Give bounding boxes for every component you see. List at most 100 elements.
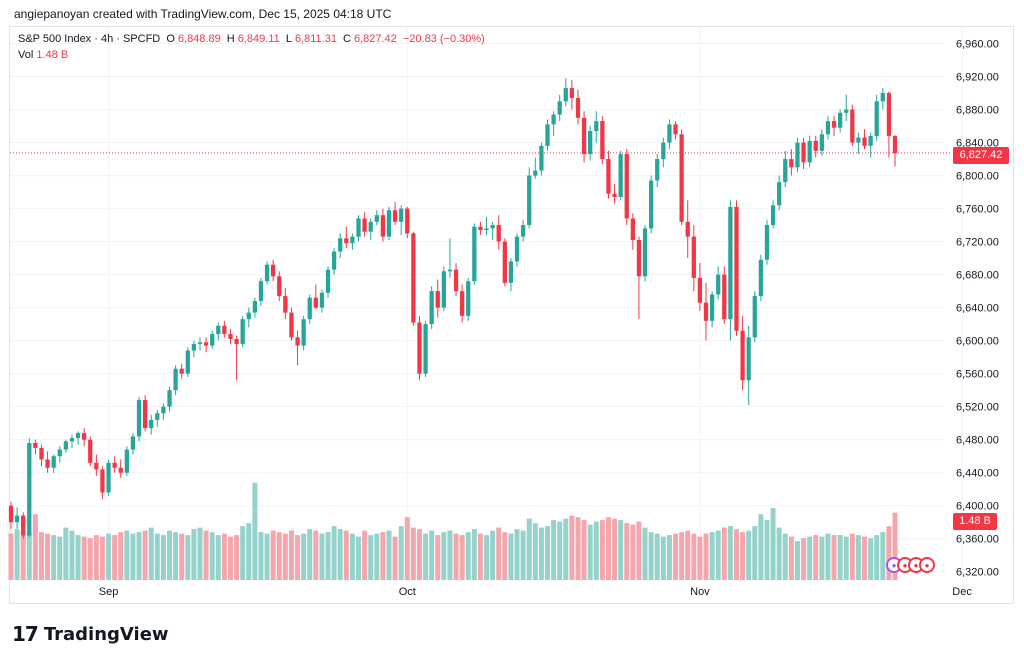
candle-body xyxy=(45,459,50,468)
candle-body xyxy=(508,261,514,283)
candle-body xyxy=(411,233,416,323)
candle-body xyxy=(161,406,166,414)
volume-bar xyxy=(618,520,624,580)
candle-body xyxy=(764,225,770,260)
candle-body xyxy=(655,159,660,181)
volume-bar xyxy=(167,530,173,580)
volume-bar xyxy=(221,533,227,580)
y-tick-label: 6,840.00 xyxy=(956,138,999,150)
candle-body xyxy=(8,505,14,523)
volume-bar xyxy=(636,521,642,580)
candle-body xyxy=(325,269,331,293)
symbol-name[interactable]: S&P 500 Index · 4h · SPCFD xyxy=(18,33,161,45)
candle-body xyxy=(478,226,483,231)
volume-bar xyxy=(819,536,825,580)
y-tick-label: 6,400.00 xyxy=(956,501,999,513)
volume-bar xyxy=(709,532,715,580)
candle-body xyxy=(344,238,349,244)
volume-bar xyxy=(862,536,868,580)
volume-bar xyxy=(496,527,502,580)
x-tick-label: Sep xyxy=(99,586,119,598)
volume-bar xyxy=(374,533,380,580)
volume-bar xyxy=(295,535,301,580)
volume-bar xyxy=(630,524,636,580)
volume-bar xyxy=(849,533,855,580)
candle-body xyxy=(453,269,459,292)
candle-body xyxy=(441,271,446,308)
volume-bar xyxy=(880,532,886,580)
y-tick-label: 6,960.00 xyxy=(956,39,999,51)
candle-body xyxy=(673,124,678,135)
volume-bar xyxy=(179,533,185,580)
y-tick-label: 6,320.00 xyxy=(956,567,999,579)
volume-bar xyxy=(154,533,160,580)
flag-icon[interactable]: ● xyxy=(919,557,935,573)
volume-bar xyxy=(831,535,837,580)
candle-body xyxy=(892,135,898,154)
volume-bar xyxy=(386,530,392,580)
candle-body xyxy=(697,277,703,303)
volume-bar xyxy=(740,532,746,580)
volume-bar xyxy=(410,527,416,580)
volume-bar xyxy=(733,529,739,580)
candle-body xyxy=(173,368,178,391)
candle-body xyxy=(399,208,404,222)
candle-body xyxy=(831,121,837,128)
volume-bar xyxy=(758,514,764,580)
candle-body xyxy=(691,236,696,278)
volume-bar xyxy=(673,533,679,580)
open-value: 6,848.89 xyxy=(177,33,221,45)
ohlc-legend: S&P 500 Index · 4h · SPCFD O 6,848.89 H 6,… xyxy=(18,33,488,45)
volume-bar xyxy=(325,532,331,580)
candle-body xyxy=(886,93,892,136)
volume-bar xyxy=(599,520,605,580)
candle-body xyxy=(240,319,245,344)
candle-body xyxy=(630,218,635,240)
volume-bar xyxy=(313,530,319,580)
volume-bar xyxy=(441,532,447,580)
candle-body xyxy=(758,259,764,297)
volume-bar xyxy=(51,535,57,580)
tradingview-logo[interactable]: 17 TradingView xyxy=(12,622,169,646)
candle-body xyxy=(350,236,355,244)
candle-body xyxy=(319,292,325,308)
candle-body xyxy=(880,93,885,102)
volume-bar xyxy=(57,536,63,580)
volume-legend: Vol 1.48 B xyxy=(18,49,68,61)
candle-body xyxy=(728,206,733,320)
candle-body xyxy=(191,343,197,351)
volume-bar xyxy=(538,527,544,580)
volume-bar xyxy=(26,532,32,580)
volume-bar xyxy=(837,535,843,580)
volume-bar xyxy=(118,532,124,580)
candle-body xyxy=(874,101,879,136)
volume-bar xyxy=(715,530,721,580)
candle-body xyxy=(636,239,642,277)
candle-body xyxy=(57,449,62,457)
candle-body xyxy=(734,206,739,331)
volume-value: 1.48 B xyxy=(36,49,69,61)
volume-bar xyxy=(349,533,355,580)
volume-bar xyxy=(843,536,849,580)
volume-bar xyxy=(447,530,453,580)
candle-body xyxy=(106,462,111,493)
volume-bar xyxy=(502,532,508,580)
change-value: −20.83 (−0.30%) xyxy=(402,33,485,45)
candle-body xyxy=(277,276,282,297)
candle-body xyxy=(545,124,550,146)
candle-body xyxy=(33,442,38,448)
event-markers[interactable]: ● ● ● ● xyxy=(886,557,935,577)
candle-body xyxy=(618,154,623,198)
candle-body xyxy=(868,135,873,146)
candle-body xyxy=(392,210,398,222)
candle-body xyxy=(423,324,428,374)
volume-bar xyxy=(868,538,874,580)
candle-body xyxy=(722,274,727,320)
volume-bar xyxy=(136,532,142,580)
volume-bar xyxy=(484,535,490,580)
candle-body xyxy=(118,467,123,473)
candle-body xyxy=(813,140,818,151)
open-label: O xyxy=(166,33,175,45)
candle-body xyxy=(185,350,190,374)
